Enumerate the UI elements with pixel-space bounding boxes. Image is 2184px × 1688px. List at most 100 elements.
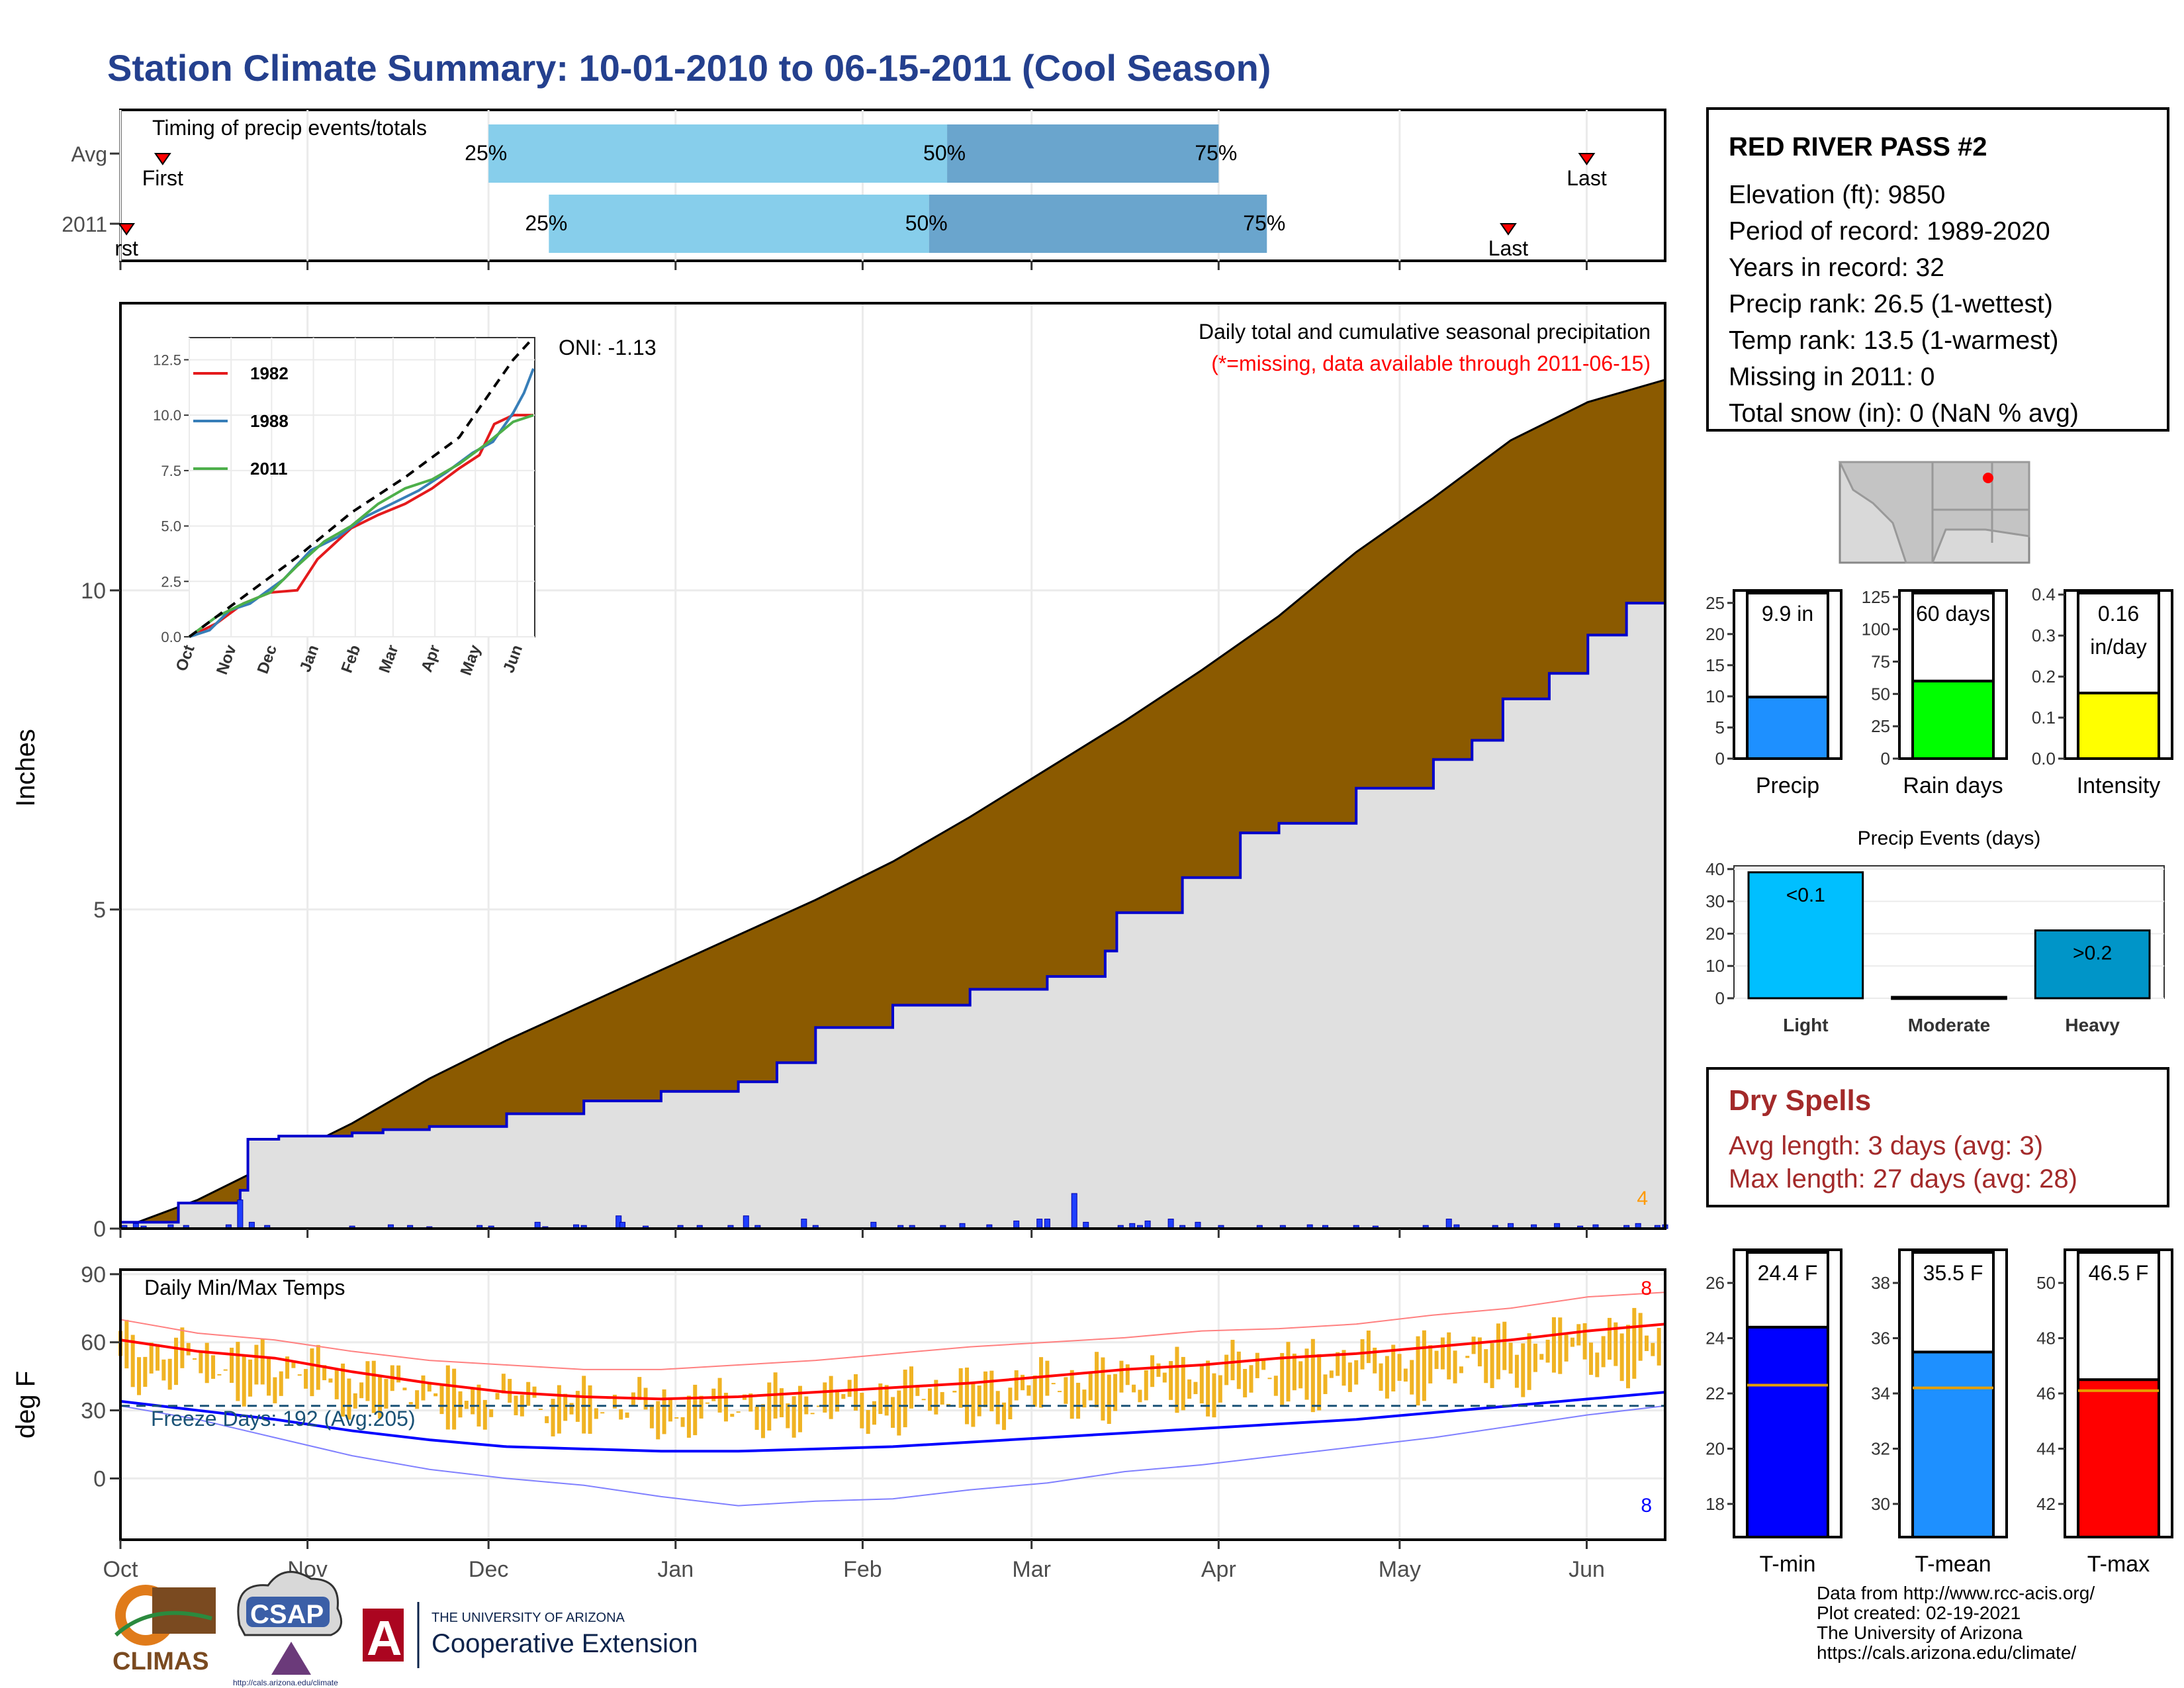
daily-temp-bar [242, 1355, 246, 1407]
legend-label: 1982 [250, 363, 289, 383]
daily-temp-bar [1422, 1330, 1426, 1401]
daily-temp-bar [285, 1356, 290, 1379]
precip-title: Daily total and cumulative seasonal prec… [1199, 320, 1651, 344]
stat-category-label: T-min [1760, 1552, 1816, 1577]
y-tick-label: 26 [1706, 1273, 1725, 1293]
y-tick-label: 36 [1871, 1329, 1890, 1348]
ua-logo: A THE UNIVERSITY OF ARIZONA Cooperative … [363, 1602, 698, 1668]
last-event-marker [1578, 153, 1596, 165]
dry-spells-box: Dry Spells Avg length: 3 days (avg: 3) M… [1706, 1067, 2169, 1207]
y-tick-label: 0.3 [2032, 626, 2056, 645]
daily-temp-bar [612, 1394, 617, 1409]
daily-temp-bar [619, 1409, 623, 1420]
event-bar-label: >0.2 [2073, 943, 2112, 964]
freeze-days-label: Freeze Days: 192 (Avg:205) [151, 1407, 416, 1430]
daily-temp-bar [1298, 1361, 1303, 1389]
temps-frame [119, 1268, 1666, 1541]
daily-temp-bar [866, 1410, 870, 1434]
y-tick-label: 46 [2036, 1383, 2056, 1403]
daily-temp-bar [291, 1360, 296, 1368]
daily-temp-bar [860, 1393, 864, 1429]
daily-temp-bar [1490, 1343, 1494, 1388]
stat-bar [2077, 691, 2160, 760]
daily-temp-bar [1212, 1373, 1216, 1418]
daily-temp-bar [464, 1401, 469, 1409]
daily-temp-bar [532, 1386, 537, 1398]
daily-temp-bar [143, 1356, 148, 1387]
daily-temp-bar [1076, 1382, 1081, 1419]
y-tick-label: 0.0 [161, 629, 181, 645]
daily-temp-bar [223, 1369, 228, 1371]
daily-temp-bar [965, 1367, 970, 1425]
daily-temp-bar [1199, 1365, 1204, 1404]
daily-temp-bar [254, 1344, 259, 1385]
daily-temp-bar [1477, 1337, 1482, 1367]
daily-temp-bar [1310, 1338, 1315, 1413]
daily-temp-bar [137, 1357, 142, 1395]
timing-panel: Timing of precip events/totals 25% 50% 75% F… [62, 109, 1666, 270]
ua-letter: A [367, 1611, 402, 1665]
daily-temp-bar [1162, 1372, 1167, 1383]
daily-temp-bar [705, 1402, 709, 1404]
daily-temp-bar [199, 1352, 203, 1374]
daily-temp-bar [427, 1382, 432, 1392]
daily-temp-bar [396, 1365, 401, 1383]
daily-temp-bar [569, 1403, 574, 1415]
first-event-marker [154, 153, 171, 165]
y-tick-label: 15 [1706, 655, 1725, 675]
y-tick-label: 0 [93, 1217, 106, 1242]
daily-temp-bar [1138, 1389, 1142, 1403]
daily-temp-bar [149, 1342, 154, 1374]
dry-spells-avg: Avg length: 3 days (avg: 3) [1729, 1131, 2044, 1160]
events-panel: Precip Events (days) 0 10 20 30 40 <0.1 Light Mo… [1706, 827, 2165, 1035]
daily-temp-bar [328, 1378, 333, 1383]
stat-value-label: 46.5 F [2089, 1261, 2149, 1285]
daily-temp-bar [1347, 1362, 1352, 1392]
daily-temp-bar [786, 1403, 790, 1429]
y-tick-label: 5.0 [161, 518, 181, 535]
dry-spells-max: Max length: 27 days (avg: 28) [1729, 1164, 2077, 1194]
daily-precip-bar [1445, 1219, 1452, 1229]
daily-temp-bar [1267, 1378, 1272, 1380]
daily-temp-bar [835, 1389, 839, 1412]
y-tick-label: 50 [2036, 1273, 2056, 1293]
daily-temp-bar [156, 1344, 160, 1371]
stat-label-box [1746, 592, 1829, 698]
daily-temp-bar [174, 1337, 179, 1385]
daily-temp-bar [365, 1361, 370, 1401]
daily-temp-bar [545, 1416, 549, 1423]
daily-temp-bar [1588, 1342, 1593, 1375]
station-missing: Missing in 2011: 0 [1729, 363, 1935, 391]
y-tick-label: 2.5 [161, 573, 181, 590]
daily-temp-bar [230, 1347, 234, 1383]
y-tick-label: 18 [1706, 1494, 1725, 1514]
q50-label: 50% [923, 141, 966, 165]
daily-temp-bar [211, 1355, 216, 1379]
daily-temp-bar [797, 1385, 802, 1432]
stat-value-label: 24.4 F [1758, 1261, 1818, 1285]
timing-row-label: Avg [71, 142, 107, 166]
first-event-label: rst [114, 236, 138, 260]
daily-temp-bar [353, 1393, 357, 1409]
x-tick-label: Feb [843, 1557, 882, 1582]
y-tick-label: 125 [1862, 587, 1890, 607]
station-location-marker [1983, 473, 1993, 483]
avg-min-line [120, 1391, 1666, 1453]
x-tick-label: Oct [103, 1557, 138, 1582]
x-tick-label: Jan [657, 1557, 694, 1582]
daily-temp-bar [124, 1319, 129, 1369]
y-tick-label: 0 [1881, 749, 1890, 769]
y-tick-label: 10 [1706, 686, 1725, 706]
daily-temp-bar [600, 1412, 605, 1414]
daily-temp-bar [1459, 1366, 1463, 1374]
y-tick-label: 25 [1871, 716, 1890, 736]
daily-temp-bar [588, 1385, 592, 1434]
daily-precip-bar [1036, 1219, 1043, 1229]
event-category-label: Light [1783, 1015, 1828, 1035]
daily-temp-bar [1002, 1402, 1007, 1430]
x-tick-label: Mar [1012, 1557, 1051, 1582]
daily-temp-bar [1150, 1355, 1155, 1387]
y-tick-label: 32 [1871, 1438, 1890, 1458]
daily-temp-bar [1366, 1331, 1371, 1364]
